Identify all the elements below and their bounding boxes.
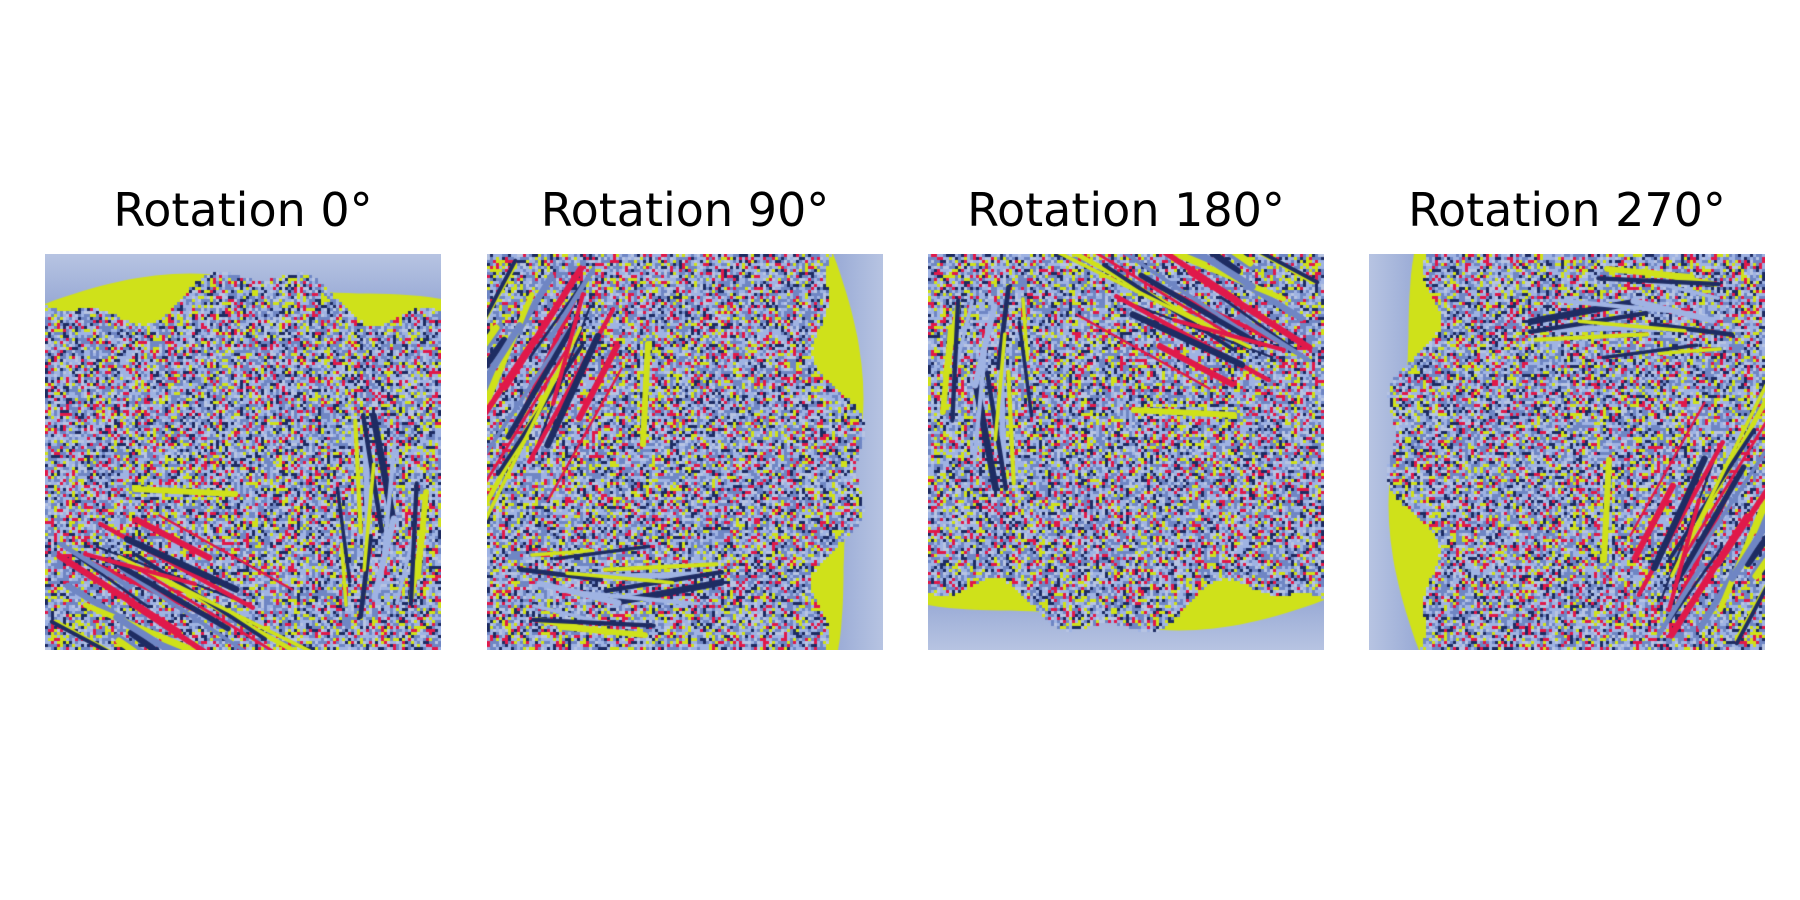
panel-rotation-180: Rotation 180° xyxy=(928,180,1324,650)
rotated-texture-image xyxy=(1369,254,1765,650)
rotated-texture-image xyxy=(928,254,1324,650)
panel-title: Rotation 0° xyxy=(113,183,373,237)
panel-rotation-270: Rotation 270° xyxy=(1369,180,1765,650)
rotated-texture-image xyxy=(45,254,441,650)
panel-title: Rotation 90° xyxy=(540,183,830,237)
panel-title: Rotation 180° xyxy=(967,183,1285,237)
panel-rotation-90: Rotation 90° xyxy=(487,180,883,650)
panel-rotation-0: Rotation 0° xyxy=(45,180,441,650)
rotated-texture-image xyxy=(487,254,883,650)
panel-title: Rotation 270° xyxy=(1408,183,1726,237)
